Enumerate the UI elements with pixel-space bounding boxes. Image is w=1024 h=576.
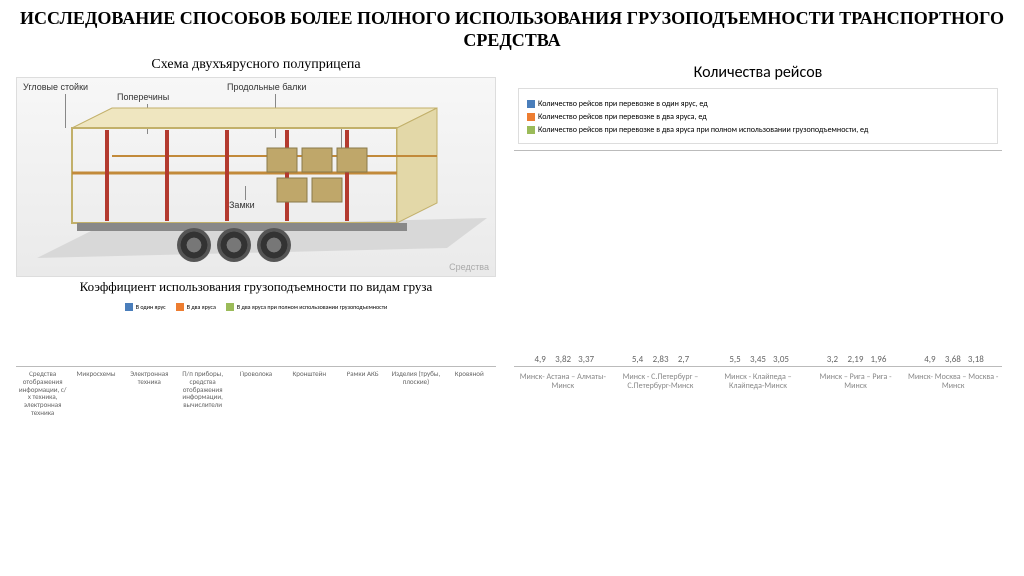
trailer-title: Схема двухъярусного полуприцепа — [16, 57, 496, 73]
chart1-title: Коэффициент использования грузоподъемнос… — [16, 279, 496, 295]
chart2: 4,93,823,375,42,832,75,53,453,053,22,191… — [508, 150, 1008, 367]
x-label: Электронная техника — [123, 367, 176, 416]
legend-item: Количество рейсов при перевозке в два яр… — [527, 125, 868, 135]
legend-item: В два яруса — [176, 303, 216, 311]
legend-item: Количество рейсов при перевозке в один я… — [527, 99, 708, 109]
x-label: Проволока — [229, 367, 282, 416]
diagram-brand: Средства — [449, 262, 489, 272]
legend-item: В два яруса при полном использовании гру… — [226, 303, 387, 311]
x-label: Минск- Астана – Алматы-Минск — [514, 367, 612, 391]
chart1: 0,6710,8680,9830,4560,5840,9420,6710,913… — [16, 313, 496, 367]
page-title: ИССЛЕДОВАНИЕ СПОСОБОВ БОЛЕЕ ПОЛНОГО ИСПО… — [16, 8, 1008, 51]
x-label: Минск – Рига – Рига - Минск — [807, 367, 905, 391]
legend-item: В один ярус — [125, 303, 166, 311]
x-label: Микросхемы — [69, 367, 122, 416]
chart1-legend: В один ярус В два яруса В два яруса при по… — [16, 303, 496, 311]
x-label: Средства отображения информации, с/х тех… — [16, 367, 69, 416]
x-label: Изделия (трубы, плоские) — [389, 367, 442, 416]
trailer-diagram: Угловые стойки Поперечины Продольные бал… — [16, 77, 496, 277]
x-label: Минск - С.Петербург – С.Петербург-Минск — [612, 367, 710, 391]
x-label: П/п приборы, средства отображения информ… — [176, 367, 229, 416]
x-label: Минск- Москва – Москва - Минск — [904, 367, 1002, 391]
x-label: Кровяной — [443, 367, 496, 416]
x-label: Рамки АКБ — [336, 367, 389, 416]
legend-item: Количество рейсов при перевозке в два яр… — [527, 112, 707, 122]
x-label: Минск - Клайпеда – Клайпеда-Минск — [709, 367, 807, 391]
chart2-legend: Количество рейсов при перевозке в один я… — [527, 99, 989, 135]
chart2-title: Количества рейсов — [508, 63, 1008, 82]
x-label: Кронштейн — [283, 367, 336, 416]
